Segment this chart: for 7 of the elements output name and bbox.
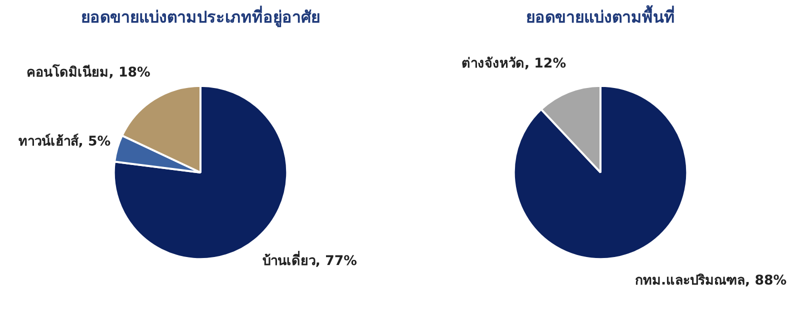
slice-label: คอนโดมิเนียม, 18% [26,64,150,81]
slice-label: ต่างจังหวัด, 12% [461,56,566,72]
slice-label: ทาวน์เฮ้าส์, 5% [18,134,111,150]
slice-label: บ้านเดี่ยว, 77% [262,250,358,270]
slice-label: กทม.และปริมณฑล, 88% [634,272,787,289]
chart-title: ยอดขายแบ่งตามประเภทที่อยู่อาศัย [81,6,320,28]
chart-title: ยอดขายแบ่งตามพื้นที่ [526,4,675,26]
